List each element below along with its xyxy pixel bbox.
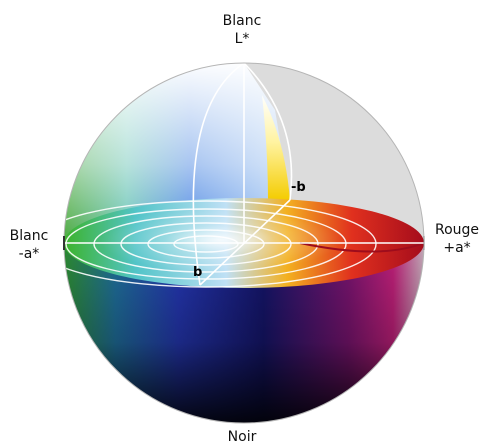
minus-b-axis-tag: -b [291, 180, 306, 195]
bottom-pole-name: Noir [227, 429, 257, 445]
b-axis-tag: b [193, 265, 203, 280]
cutout-quadrant [244, 63, 424, 243]
left-pole-axis: -a* [18, 246, 40, 262]
yellow-wedge [262, 95, 290, 200]
bottom-pole-label: Noir [212, 428, 272, 446]
left-pole-label: Blanc -a* [0, 227, 58, 263]
top-pole-axis: L* [234, 31, 250, 47]
top-pole-label: Blanc L* [212, 12, 272, 48]
axis-lines [64, 62, 424, 286]
top-pole-name: Blanc [222, 13, 262, 29]
right-pole-axis: +a* [443, 240, 471, 256]
right-pole-label: Rouge +a* [430, 221, 484, 257]
left-pole-name: Blanc [9, 228, 49, 244]
right-pole-name: Rouge [434, 222, 480, 238]
